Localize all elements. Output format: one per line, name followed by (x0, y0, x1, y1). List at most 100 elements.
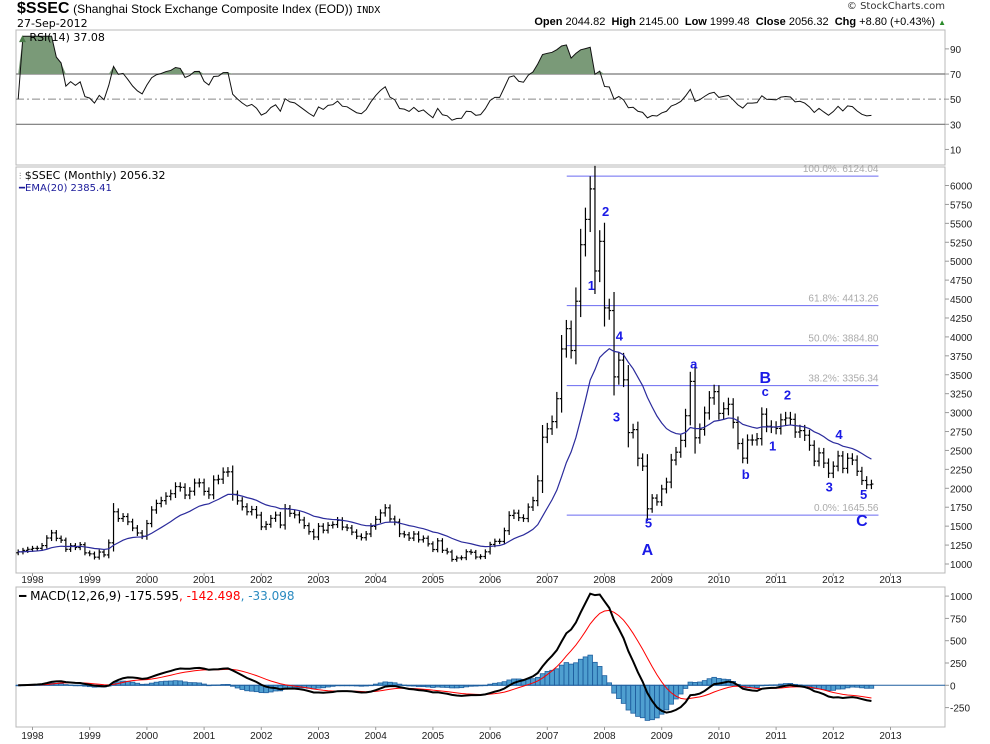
price-bar (59, 535, 64, 543)
price-panel: 100.0%: 6124.04 61.8%: 4413.26 50.0%: 3884… (16, 164, 879, 562)
low-label: Low (684, 16, 707, 28)
price-bar (35, 545, 40, 551)
price-bar (550, 415, 555, 435)
x-axis-tick-label: 2010 (708, 575, 731, 586)
price-bar (230, 465, 235, 501)
x-axis-tick-label: 2001 (193, 575, 216, 586)
price-axis-tick-label: 1750 (950, 503, 973, 514)
macd-frame (15, 586, 946, 728)
x-axis-tick-label: 2011 (765, 731, 787, 742)
price-bar (573, 287, 578, 365)
price-bar (788, 411, 793, 426)
price-bar (650, 494, 655, 513)
price-bar (278, 511, 283, 529)
macd-histogram-bar (563, 662, 570, 686)
price-bar (68, 543, 73, 552)
macd-axis-tick-label: 500 (950, 637, 967, 648)
fib-label: 100.0%: 6124.04 (803, 164, 879, 175)
macd-histogram-bar (587, 654, 593, 686)
price-axis-tick-label: 3750 (950, 352, 973, 363)
price-bar (716, 385, 721, 420)
rsi-axis-tick-label: 90 (950, 45, 962, 56)
price-bar (664, 477, 669, 494)
macd-histogram-bar (239, 684, 245, 690)
macd-histogram-bar (630, 684, 636, 714)
price-bar (273, 511, 278, 522)
price-bar (54, 530, 59, 542)
price-bar (659, 484, 664, 507)
price-bar (726, 397, 731, 416)
wave-label: C (856, 513, 868, 530)
price-bar (316, 523, 321, 541)
price-bar (588, 176, 593, 233)
price-bar (373, 515, 378, 530)
high-value: 2145.00 (638, 16, 679, 28)
x-axis-tick-label: 2012 (822, 575, 845, 586)
price-bar (268, 514, 273, 528)
price-bar (616, 352, 621, 385)
price-bar (49, 529, 54, 542)
price-bar (721, 402, 726, 420)
price-bar (168, 489, 173, 501)
macd-legend-signal: , -142.498 (178, 589, 241, 603)
price-axis-tick-label: 4500 (950, 295, 973, 306)
price-bar (488, 541, 493, 555)
price-axis-tick-label: 2000 (950, 484, 973, 495)
price-bar (740, 438, 745, 464)
macd-histogram-bar (678, 684, 684, 695)
macd-legend-main: MACD(12,26,9) -175.595 (30, 589, 179, 603)
price-bar (302, 516, 307, 529)
x-axis-tick-label: 2003 (307, 575, 330, 586)
price-bar (388, 504, 392, 523)
wave-label: 4 (835, 427, 843, 442)
x-axis-tick-label: 2000 (136, 731, 159, 742)
macd-histogram-bar (501, 681, 508, 686)
macd-legend: ━ MACD(12,26,9) -175.595, -142.498, -33.… (19, 589, 295, 603)
price-bar (578, 228, 583, 318)
price-bar (626, 365, 631, 448)
x-axis-tick-label: 2013 (879, 731, 902, 742)
fib-label: 0.0%: 1645.56 (814, 503, 879, 514)
macd-histogram-bar (620, 684, 627, 704)
price-bar (225, 467, 230, 477)
price-bar (430, 541, 435, 553)
price-bar (392, 515, 397, 526)
fib-label: 50.0%: 3884.80 (808, 334, 878, 345)
x-axis-tick-label: 2002 (250, 731, 273, 742)
ema-legend-text: EMA(20) 2385.41 (25, 183, 112, 194)
price-bar (149, 506, 154, 528)
price-bar (464, 549, 469, 561)
price-bar (264, 521, 269, 531)
price-bar (40, 542, 45, 551)
price-frame (15, 166, 946, 574)
x-axis-tick-label: 2001 (193, 731, 216, 742)
price-bar (197, 478, 202, 488)
x-axis-tick-label: 2000 (136, 575, 159, 586)
price-bar (697, 423, 702, 444)
price-axis-tick-label: 3250 (950, 390, 973, 401)
macd-histogram-bar (382, 681, 388, 686)
price-bar (354, 529, 359, 540)
macd-histogram-bar (163, 680, 169, 686)
price-bar (735, 416, 740, 450)
macd-histogram-bar (654, 684, 660, 719)
chart-date: 27-Sep-2012 (17, 17, 88, 30)
macd-histogram-bar (182, 681, 188, 686)
price-bar (807, 429, 812, 451)
price-bar (121, 513, 126, 522)
price-axis-tick-label: 4250 (950, 314, 973, 325)
wave-label: 1 (769, 438, 776, 453)
macd-histogram-bar (554, 668, 560, 686)
price-bar (850, 453, 855, 466)
macd-histogram-bar (825, 684, 832, 691)
price-bar (449, 549, 454, 562)
price-bar (326, 522, 331, 534)
price-bar (707, 391, 712, 420)
price-bar (402, 530, 407, 538)
price-bar (817, 447, 821, 467)
exchange: INDX (356, 5, 381, 16)
price-bar (507, 511, 512, 535)
price-bar (330, 521, 335, 529)
price-bar (845, 453, 850, 474)
